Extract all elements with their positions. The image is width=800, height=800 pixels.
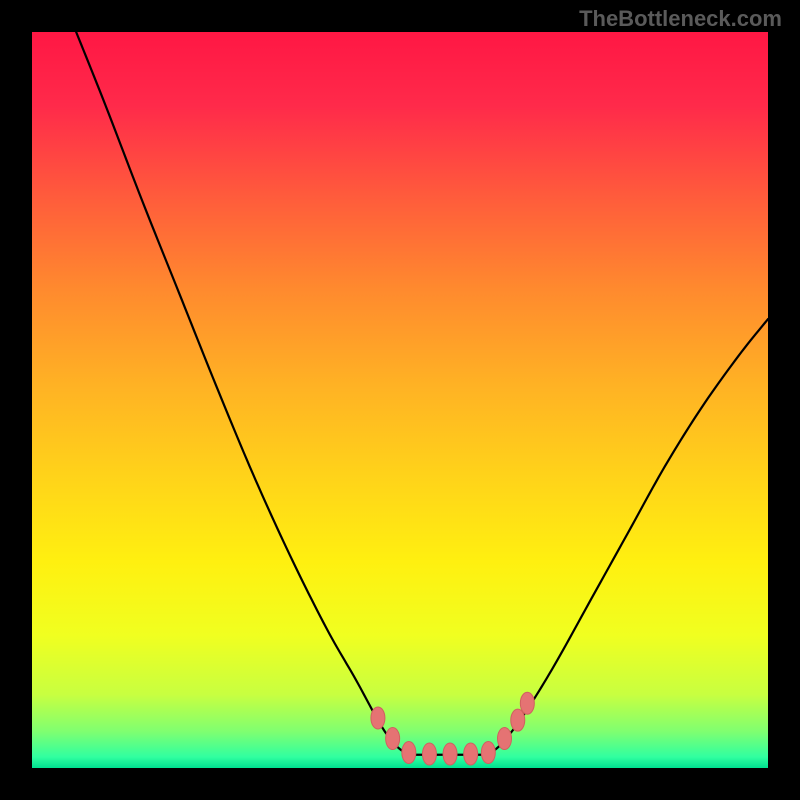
curve-marker: [443, 743, 457, 765]
curve-marker: [481, 742, 495, 764]
plot-area: [32, 32, 768, 768]
curve-marker: [511, 709, 525, 731]
curve-marker: [402, 742, 416, 764]
watermark-text: TheBottleneck.com: [579, 6, 782, 32]
curve-marker: [386, 728, 400, 750]
plot-svg: [32, 32, 768, 768]
gradient-background: [32, 32, 768, 768]
chart-outer: TheBottleneck.com: [0, 0, 800, 800]
curve-marker: [520, 692, 534, 714]
curve-marker: [371, 707, 385, 729]
curve-marker: [464, 743, 478, 765]
curve-marker: [422, 743, 436, 765]
curve-marker: [498, 728, 512, 750]
